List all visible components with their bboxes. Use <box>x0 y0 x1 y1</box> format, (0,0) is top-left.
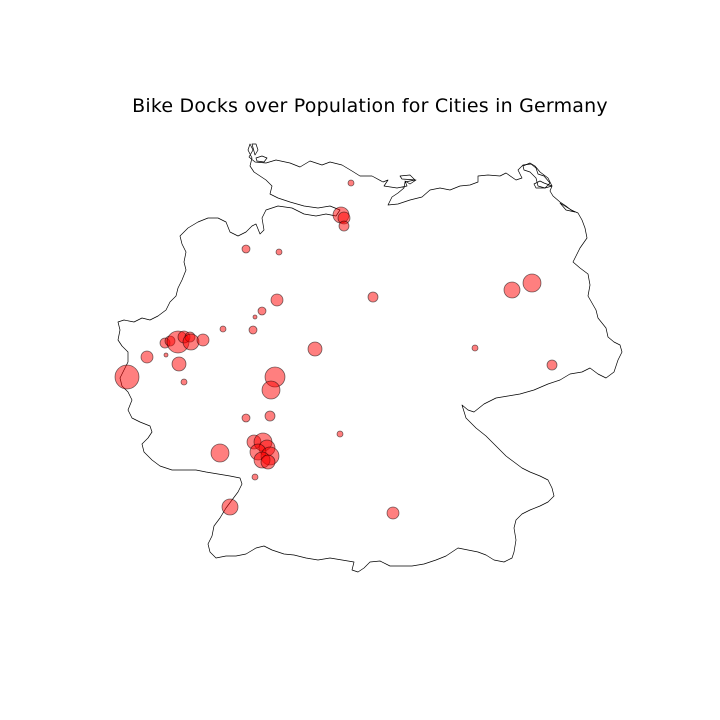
city-marker-14 <box>503 281 521 299</box>
city-marker-20 <box>182 333 200 351</box>
city-marker-30 <box>264 410 276 422</box>
city-marker-33 <box>546 359 558 371</box>
city-marker-12 <box>248 325 258 335</box>
city-marker-42 <box>260 454 276 470</box>
city-marker-22 <box>163 352 169 358</box>
city-marker-10 <box>252 314 258 320</box>
city-marker-23 <box>140 350 154 364</box>
city-marker-25 <box>180 378 188 386</box>
city-marker-35 <box>210 443 230 463</box>
city-marker-1 <box>347 179 355 187</box>
city-marker-9 <box>257 306 267 316</box>
city-marker-11 <box>219 325 227 333</box>
city-marker-13 <box>522 273 542 293</box>
city-marker-4 <box>338 220 350 232</box>
city-marker-43 <box>251 473 259 481</box>
city-marker-31 <box>241 413 251 423</box>
fehmarn-island <box>255 155 268 163</box>
city-marker-27 <box>307 341 323 357</box>
map-title: Bike Docks over Population for Cities in… <box>132 95 608 117</box>
germany-border <box>117 143 623 573</box>
city-marker-32 <box>471 344 479 352</box>
city-marker-24 <box>171 356 187 372</box>
sylt-island <box>251 143 259 156</box>
city-marker-8 <box>270 293 284 307</box>
city-marker-21 <box>196 333 210 347</box>
city-marker-45 <box>386 506 400 520</box>
city-marker-34 <box>336 430 344 438</box>
city-marker-29 <box>261 380 281 400</box>
ruegen-island <box>522 162 553 189</box>
city-markers <box>114 179 558 520</box>
germany-outline <box>117 143 623 573</box>
city-marker-26 <box>114 364 140 390</box>
city-marker-7 <box>367 291 379 303</box>
usedom-island <box>559 202 576 213</box>
city-marker-44 <box>221 498 239 516</box>
city-marker-5 <box>241 244 251 254</box>
city-marker-6 <box>275 248 283 256</box>
